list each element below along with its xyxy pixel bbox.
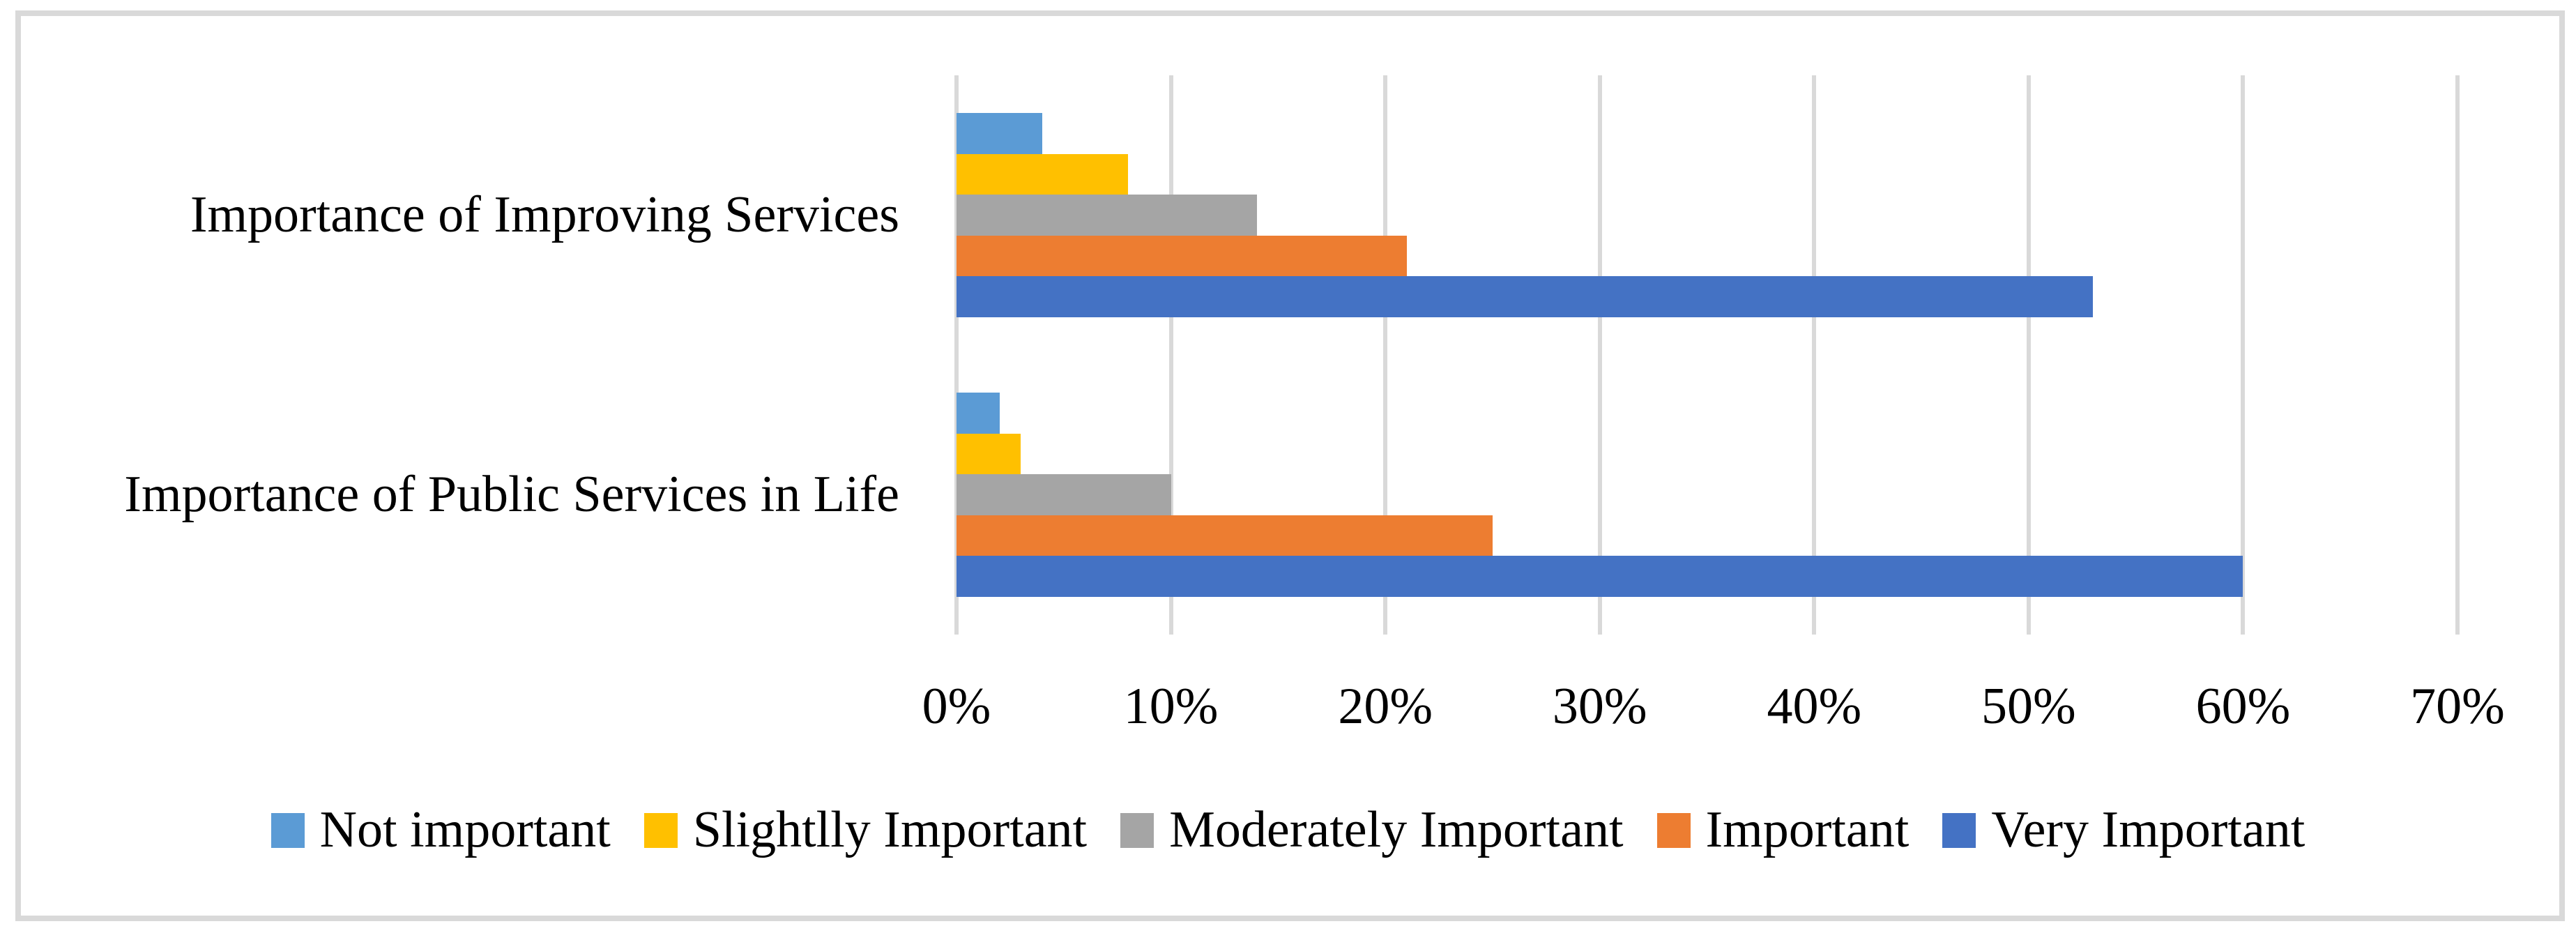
category-label: Importance of Improving Services bbox=[190, 185, 899, 243]
legend-swatch-icon bbox=[1120, 812, 1154, 848]
bar bbox=[957, 113, 1043, 154]
legend-item: Moderately Important bbox=[1120, 801, 1624, 858]
legend-swatch-icon bbox=[270, 812, 305, 848]
legend-item: Important bbox=[1656, 801, 1910, 858]
bar-group bbox=[957, 75, 2457, 355]
x-axis-tick-labels: 0% 10% 20% 30% 40% 50% 60% 70% bbox=[0, 681, 2576, 757]
x-tick-label: 10% bbox=[1123, 678, 1219, 735]
gridline bbox=[1168, 75, 1173, 635]
bar-group bbox=[957, 355, 2457, 635]
legend-label: Moderately Important bbox=[1169, 801, 1624, 858]
bar bbox=[957, 393, 1000, 434]
legend-item: Slightlly Important bbox=[643, 801, 1088, 858]
x-tick-label: 30% bbox=[1552, 678, 1647, 735]
x-tick-label: 40% bbox=[1767, 678, 1862, 735]
y-axis-line bbox=[954, 75, 959, 635]
gridline bbox=[2455, 75, 2460, 635]
legend-label: Very Important bbox=[1991, 801, 2306, 858]
legend-item: Not important bbox=[270, 801, 611, 858]
category-label: Importance of Public Services in Life bbox=[124, 465, 899, 523]
x-tick-label: 50% bbox=[1981, 678, 2076, 735]
x-tick-label: 0% bbox=[922, 678, 991, 735]
x-tick-label: 60% bbox=[2195, 678, 2291, 735]
bar bbox=[957, 235, 1407, 277]
bar bbox=[957, 556, 2243, 597]
bar bbox=[957, 276, 2094, 317]
plot-area bbox=[954, 75, 2460, 635]
bar bbox=[957, 153, 1129, 195]
bar bbox=[957, 474, 1171, 515]
legend-swatch-icon bbox=[1656, 812, 1691, 848]
bar bbox=[957, 515, 1493, 556]
legend-item: Very Important bbox=[1942, 801, 2306, 858]
bar bbox=[957, 195, 1257, 236]
bar bbox=[957, 433, 1021, 475]
legend-label: Important bbox=[1705, 801, 1910, 858]
gridline bbox=[1812, 75, 1817, 635]
category-axis-labels: Importance of Improving Services Importan… bbox=[21, 75, 899, 635]
legend-swatch-icon bbox=[1942, 812, 1976, 848]
gridline bbox=[2026, 75, 2031, 635]
x-tick-label: 70% bbox=[2410, 678, 2505, 735]
legend-label: Not important bbox=[319, 801, 611, 858]
legend-swatch-icon bbox=[643, 812, 678, 848]
gridline bbox=[1383, 75, 1388, 635]
x-tick-label: 20% bbox=[1338, 678, 1433, 735]
gridline bbox=[2241, 75, 2246, 635]
gridline bbox=[1597, 75, 1602, 635]
legend: Not important Slightlly Important Moderate… bbox=[0, 801, 2576, 858]
legend-label: Slightlly Important bbox=[692, 801, 1088, 858]
figure-border bbox=[15, 10, 2565, 921]
